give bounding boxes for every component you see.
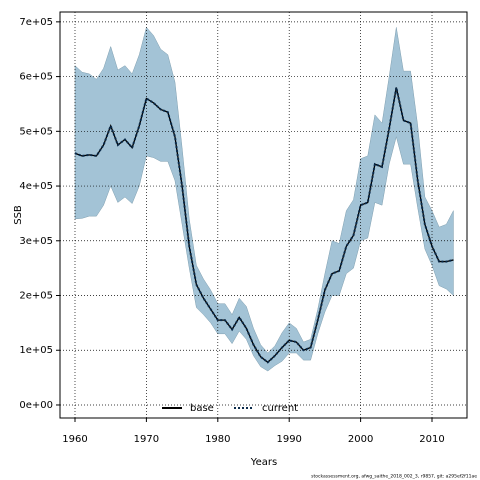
confidence-band	[74, 26, 454, 372]
y-tick-label: 3e+05	[19, 236, 53, 247]
y-tick-label: 6e+05	[19, 72, 53, 83]
legend-label: current	[262, 403, 298, 414]
y-tick-label: 7e+05	[19, 17, 53, 28]
y-tick-label: 4e+05	[19, 181, 53, 192]
x-tick-label: 2010	[419, 434, 444, 445]
x-tick-label: 1960	[62, 434, 87, 445]
y-tick-label: 1e+05	[19, 345, 53, 356]
x-tick-label: 2000	[348, 434, 373, 445]
y-tick-label: 5e+05	[19, 126, 53, 137]
footnote: stockassessment.org, afwg_saithe_2018_00…	[311, 474, 477, 480]
x-tick-label: 1970	[134, 434, 159, 445]
y-tick-label: 0e+00	[19, 400, 53, 411]
y-axis-label: SSB	[13, 205, 24, 225]
plot-frame	[59, 11, 468, 419]
legend-label: base	[190, 403, 214, 414]
y-tick-label: 2e+05	[19, 291, 53, 302]
series-line	[74, 87, 454, 364]
x-tick-label: 1990	[276, 434, 301, 445]
x-tick-label: 1980	[205, 434, 230, 445]
x-axis-label: Years	[250, 457, 277, 468]
